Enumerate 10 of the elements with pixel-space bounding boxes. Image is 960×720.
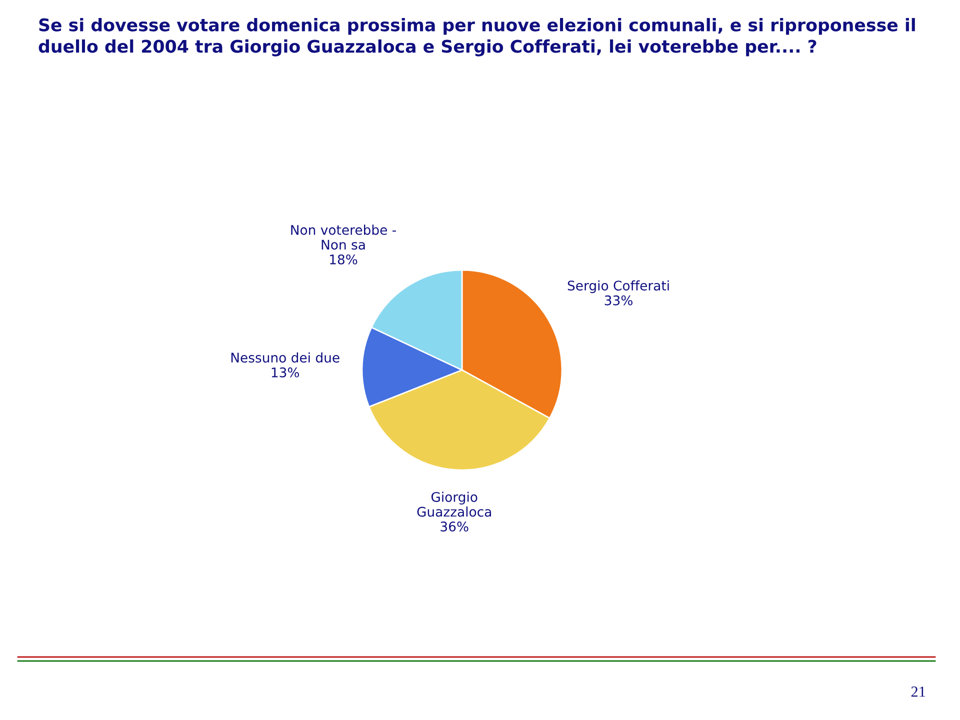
slice-label: Non voterebbe - Non sa: [291, 224, 396, 250]
slice-label: Sergio Cofferati: [568, 280, 669, 294]
data-label: 33%: [604, 295, 632, 306]
data-label: 36%: [440, 522, 468, 532]
chart-title: Se si dovesse votare domenica prossima per nuove elezioni comunali, e si riproponesse il duello del 2004 tra Giorgio Guazzaloca e Sergio Cofferati, lei voterebbe per.... ?: [38, 18, 915, 56]
text: 21: [911, 686, 926, 697]
data-label: 18%: [330, 254, 358, 264]
data-label: 13%: [272, 367, 300, 378]
slice-label: Nessuno dei due: [231, 352, 340, 363]
slice-label: Giorgio Guazzaloca: [417, 492, 491, 517]
